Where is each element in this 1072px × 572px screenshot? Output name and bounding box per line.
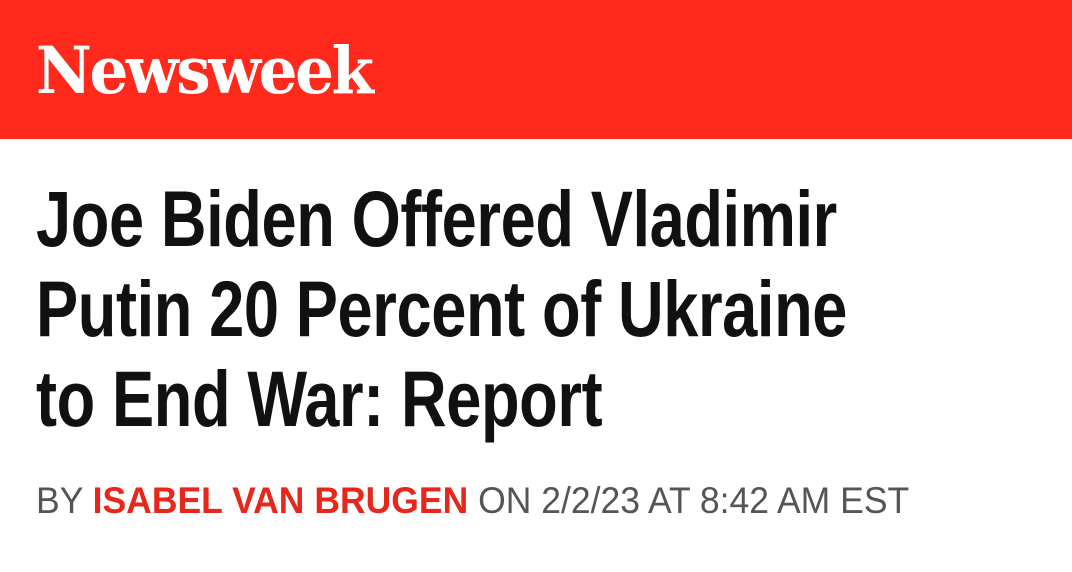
- headline-line: to End War: Report: [36, 354, 603, 443]
- headline-line: Putin 20 Percent of Ukraine: [36, 264, 848, 353]
- masthead: Newsweek: [0, 0, 1072, 139]
- publish-date: ON 2/2/23 AT 8:42 AM EST: [478, 480, 910, 521]
- article-headline: Joe Biden Offered Vladimir Putin 20 Perc…: [36, 174, 1056, 444]
- byline-prefix: BY: [36, 480, 83, 521]
- newsweek-logo[interactable]: Newsweek: [36, 33, 374, 109]
- headline-line: Joe Biden Offered Vladimir: [36, 174, 837, 263]
- author-link[interactable]: ISABEL VAN BRUGEN: [92, 480, 469, 521]
- byline: BY ISABEL VAN BRUGEN ON 2/2/23 AT 8:42 A…: [36, 478, 909, 524]
